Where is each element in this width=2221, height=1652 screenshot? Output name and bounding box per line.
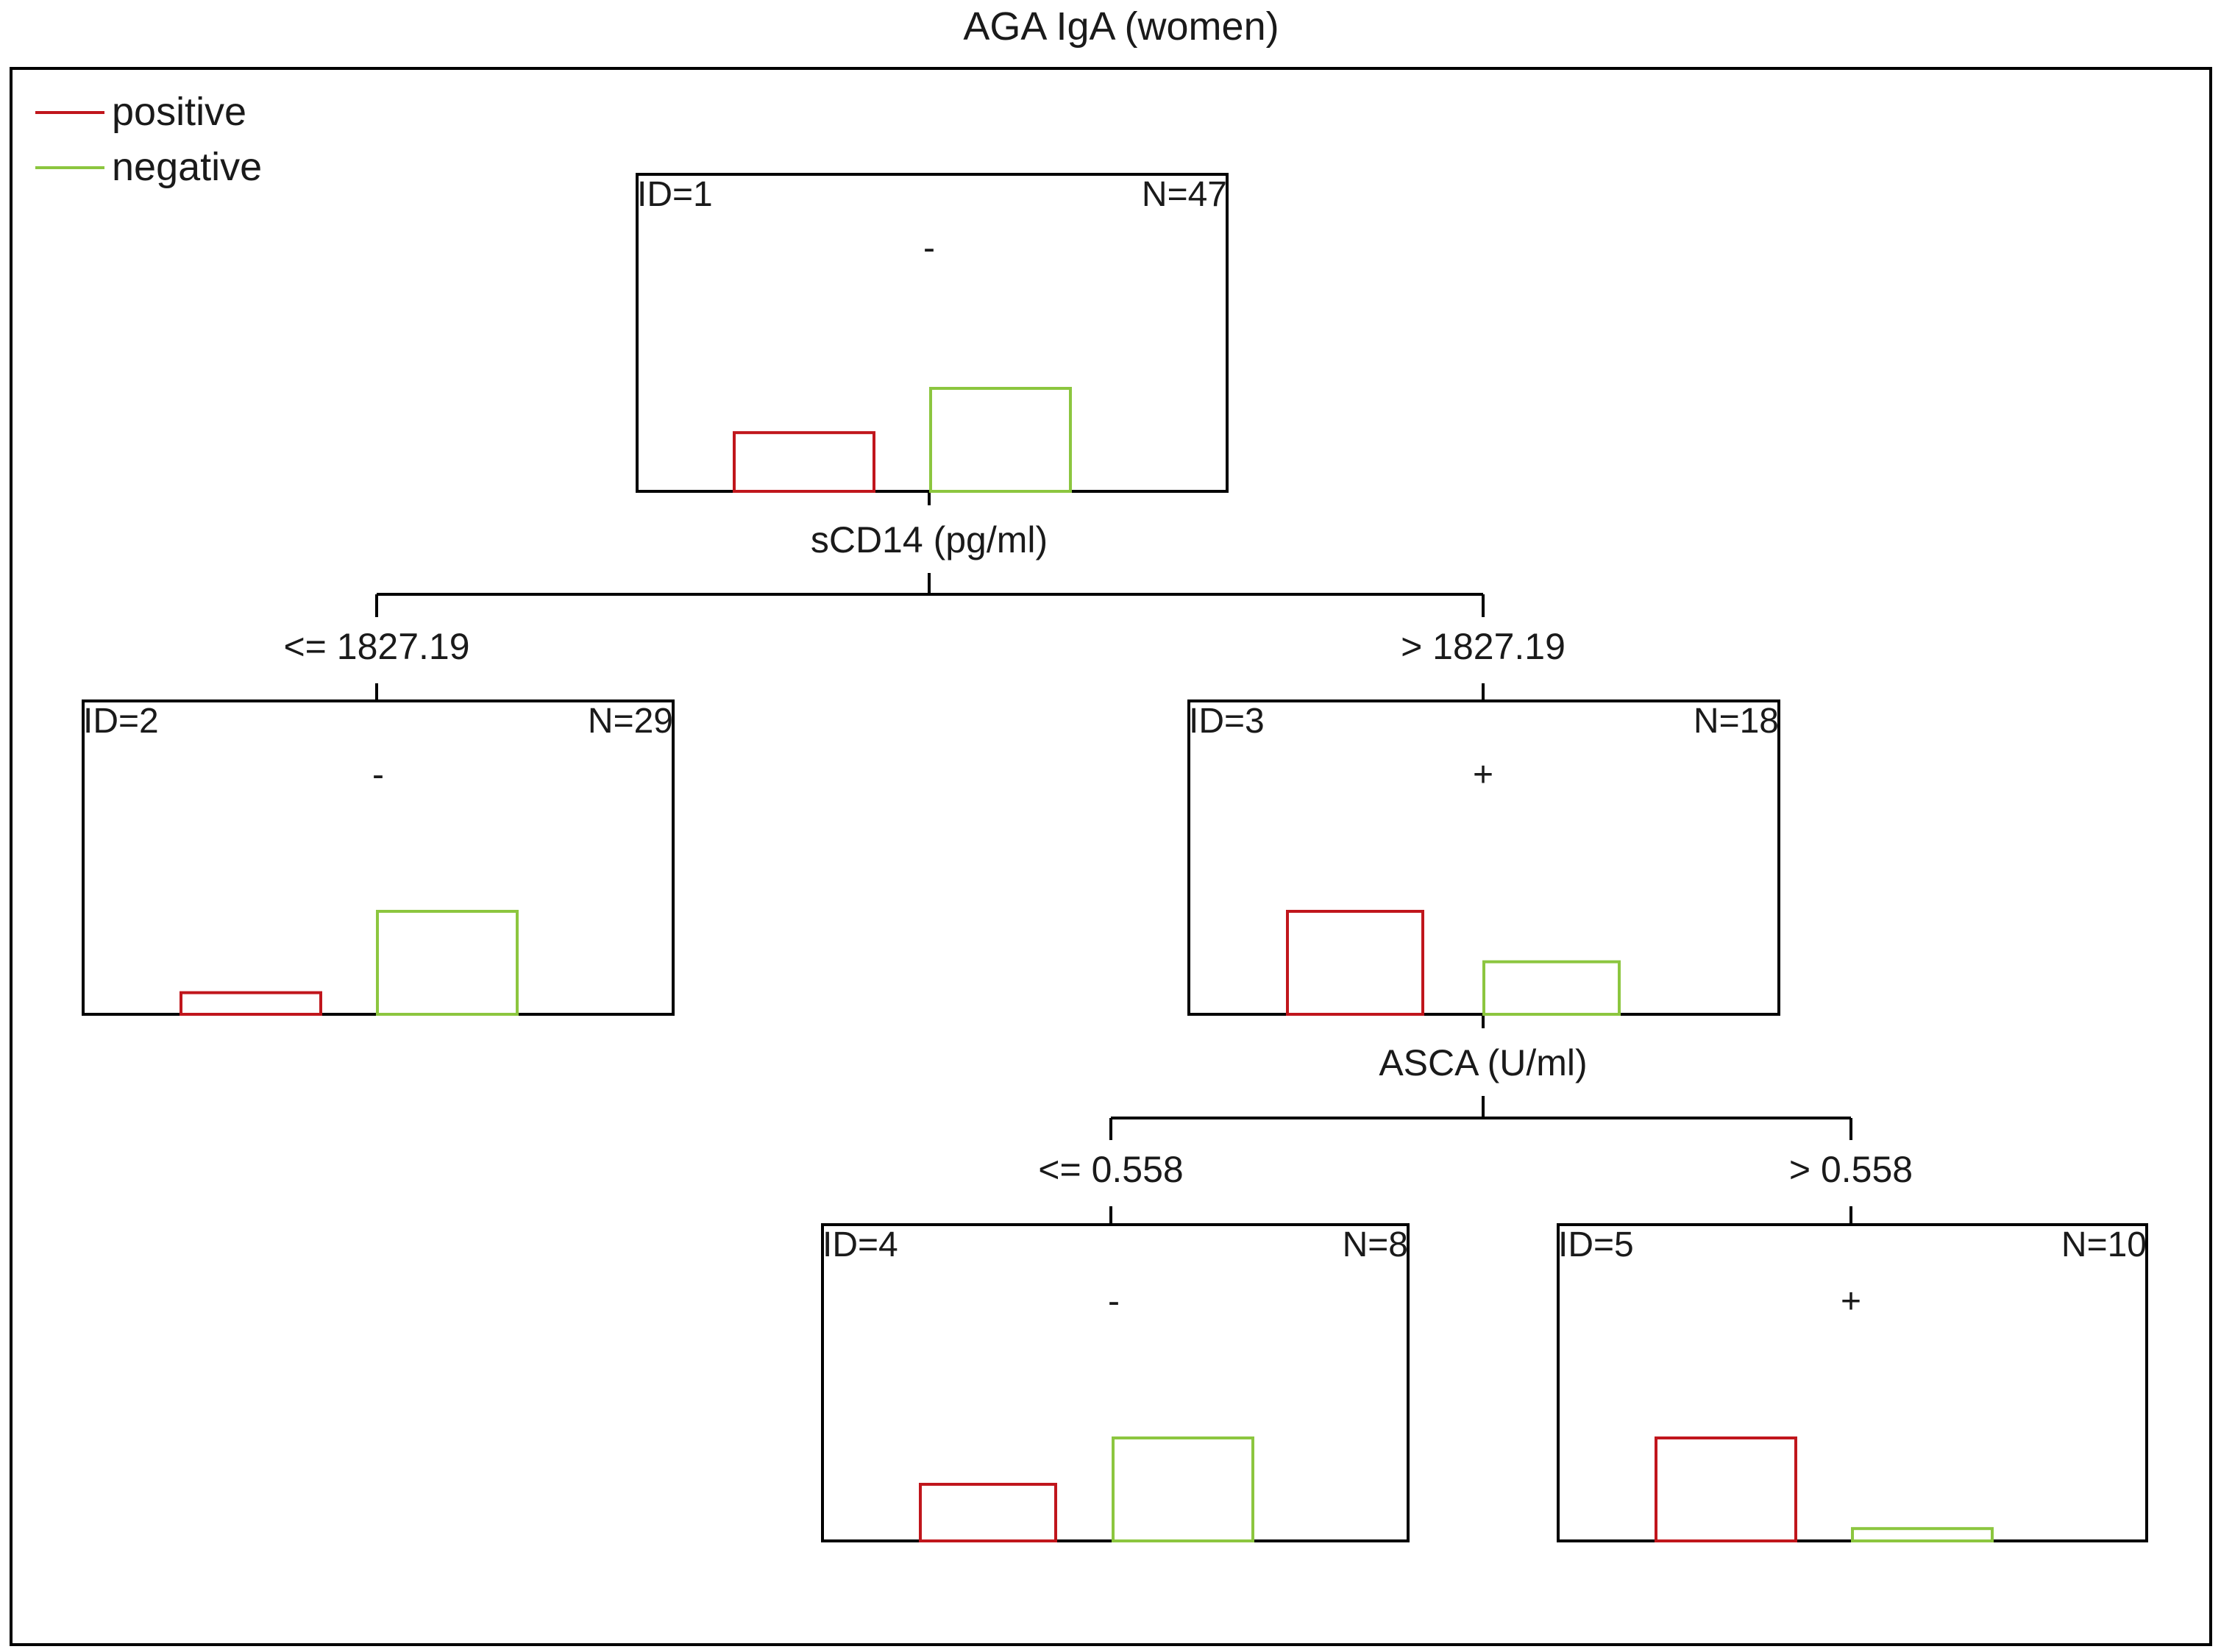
bar-positive <box>180 991 322 1016</box>
bar-positive <box>1286 910 1424 1016</box>
node-box <box>1557 1223 2148 1542</box>
node-n-label: N=8 <box>1343 1225 1408 1264</box>
node-n-label: N=18 <box>1694 702 1779 741</box>
legend-label-negative: negative <box>112 145 262 189</box>
node-box <box>821 1223 1410 1542</box>
bar-negative <box>1851 1527 1994 1542</box>
node-id-label: ID=1 <box>637 175 713 214</box>
tree-node-4: ID=4 N=8 - <box>821 1223 1410 1542</box>
node-n-label: N=47 <box>1142 175 1227 214</box>
node-n-label: N=29 <box>588 702 673 741</box>
node-id-label: ID=2 <box>83 702 159 741</box>
node-prediction: - <box>372 755 384 794</box>
node-id-label: ID=4 <box>822 1225 898 1264</box>
node-id-label: ID=3 <box>1189 702 1265 741</box>
split-left-label-scd14: <= 1827.19 <box>283 626 469 667</box>
split-left-label-asca: <= 0.558 <box>1038 1149 1183 1190</box>
legend-label-positive: positive <box>112 90 246 134</box>
diagram-title: AGA IgA (women) <box>963 4 1279 49</box>
tree-node-5: ID=5 N=10 + <box>1557 1223 2148 1542</box>
tree-node-1: ID=1 N=47 - <box>636 173 1229 494</box>
bar-negative <box>376 910 519 1016</box>
node-prediction: + <box>1841 1282 1861 1321</box>
split-right-label-asca: > 0.558 <box>1789 1149 1913 1190</box>
bar-positive <box>919 1483 1057 1542</box>
split-right-label-scd14: > 1827.19 <box>1401 626 1566 667</box>
bar-negative <box>1112 1436 1254 1542</box>
tree-node-3: ID=3 N=18 + <box>1187 699 1780 1016</box>
node-n-label: N=10 <box>2061 1225 2147 1264</box>
node-prediction: - <box>1108 1282 1120 1321</box>
legend: positive negative <box>35 90 262 189</box>
node-prediction: + <box>1473 755 1493 794</box>
split-variable-scd14: sCD14 (pg/ml) <box>811 519 1048 560</box>
plot-frame <box>10 67 2212 1646</box>
connector-lines <box>375 491 1852 1225</box>
bar-negative <box>929 387 1072 493</box>
bar-negative <box>1482 960 1621 1016</box>
tree-node-2: ID=2 N=29 - <box>82 699 675 1016</box>
split-variable-asca: ASCA (U/ml) <box>1379 1042 1587 1083</box>
bar-positive <box>1655 1436 1797 1542</box>
node-id-label: ID=5 <box>1558 1225 1634 1264</box>
node-prediction: - <box>923 229 935 268</box>
bar-positive <box>733 431 875 494</box>
